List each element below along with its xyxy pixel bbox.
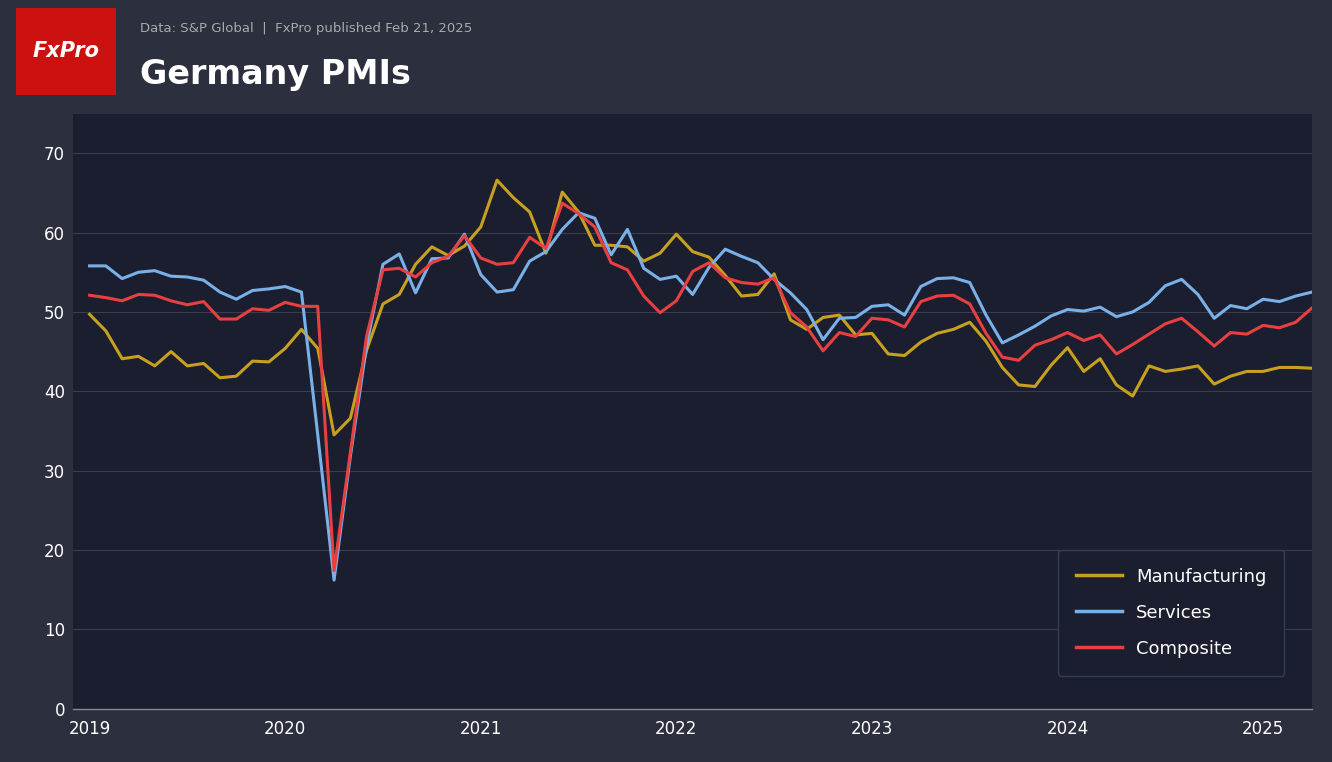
Bar bbox=[16, 8, 116, 94]
Text: FxPro: FxPro bbox=[32, 41, 100, 62]
Legend: Manufacturing, Services, Composite: Manufacturing, Services, Composite bbox=[1059, 549, 1284, 676]
Text: Data: S&P Global  |  FxPro published Feb 21, 2025: Data: S&P Global | FxPro published Feb 2… bbox=[140, 22, 472, 35]
Text: Germany PMIs: Germany PMIs bbox=[140, 58, 410, 91]
